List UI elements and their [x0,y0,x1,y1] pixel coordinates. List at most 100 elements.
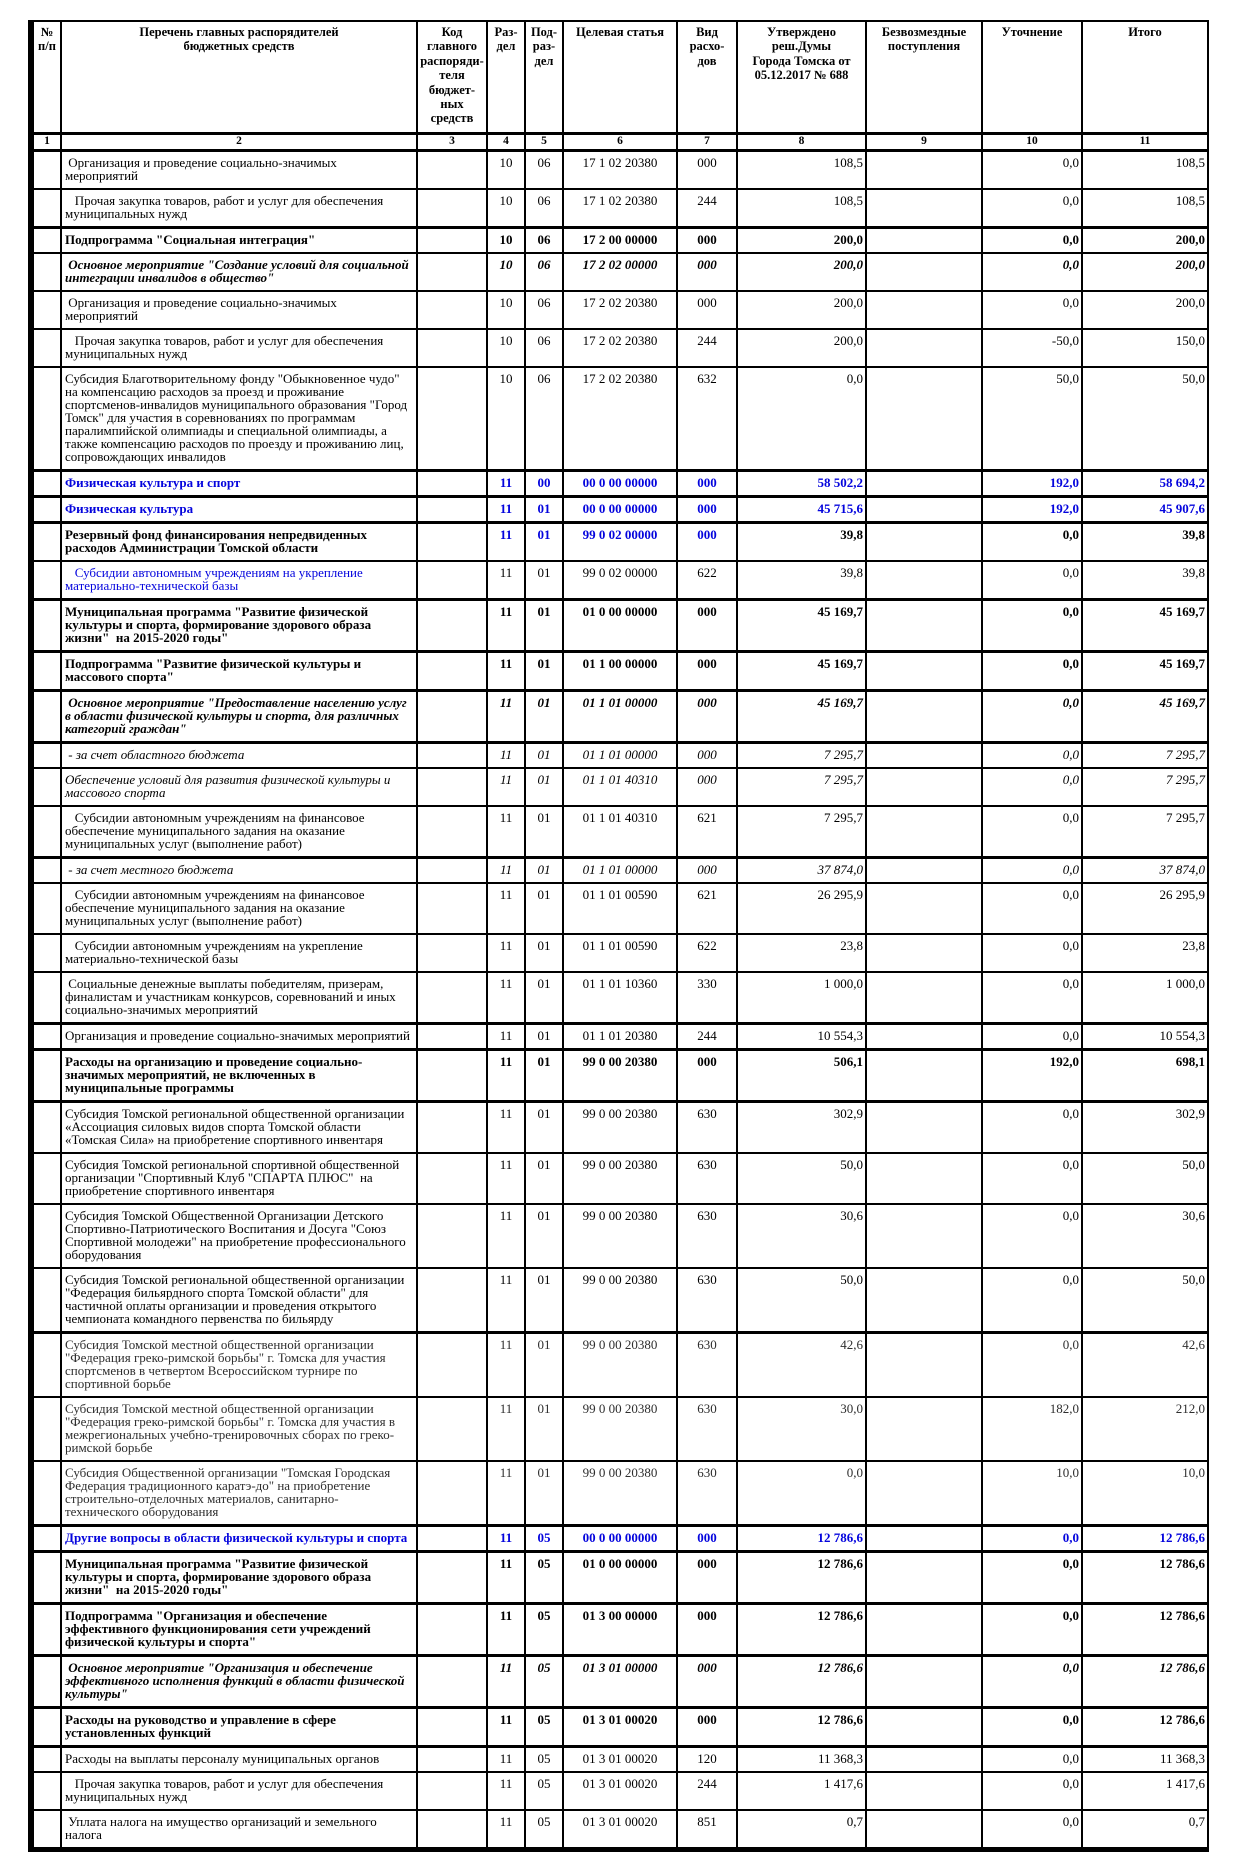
cell-row-num [30,469,62,498]
cell-grbs-code [416,1152,488,1206]
cell-row-num [30,1745,62,1774]
cell-adjustment: 192,0 [981,469,1083,498]
cell-razdel: 11 [486,521,526,563]
cell-approved: 23,8 [736,933,867,974]
cell-approved: 1 000,0 [736,971,867,1025]
column-header: № п/п [30,19,62,135]
table-row: Физическая культура 11 01 00 0 00 00000 000 4… [30,495,1209,524]
cell-razdel: 11 [486,1706,526,1748]
table-row: Субсидия Томской региональной общественн… [30,1267,1209,1334]
table-row: Субсидии автономным учреждениям на укреп… [30,933,1209,974]
column-header: Вид расхо- дов [676,19,738,135]
cell-adjustment: 0,0 [981,1602,1083,1657]
cell-razdel: 11 [486,767,526,808]
cell-razdel: 11 [486,741,526,770]
cell-razdel: 11 [486,689,526,744]
cell-row-num [30,933,62,974]
column-number: 10 [981,132,1083,153]
cell-podrazdel: 05 [524,1745,564,1774]
cell-approved: 506,1 [736,1048,867,1103]
cell-expense-type: 000 [676,689,738,744]
cell-adjustment: 0,0 [981,856,1083,885]
cell-podrazdel: 05 [524,1602,564,1657]
cell-row-num [30,1771,62,1812]
table-row: - за счет местного бюджета 11 01 01 1 01 00… [30,856,1209,885]
cell-expense-type: 244 [676,1022,738,1051]
cell-target-article: 01 3 01 00020 [562,1706,678,1748]
cell-razdel: 11 [486,1602,526,1657]
table-row: Субсидия Томской местной общественной ор… [30,1331,1209,1399]
cell-adjustment: 0,0 [981,1654,1083,1709]
cell-name: Социальные денежные выплаты победителям,… [60,971,418,1025]
cell-name: Уплата налога на имущество организаций и… [60,1809,418,1851]
cell-expense-type: 000 [676,1654,738,1709]
cell-target-article: 99 0 00 20380 [562,1396,678,1463]
cell-row-num [30,226,62,255]
cell-row-num [30,521,62,563]
cell-expense-type: 000 [676,149,738,191]
header-labels-row: № п/п Перечень главных распорядителей бюд… [30,19,1209,135]
cell-row-num [30,1152,62,1206]
cell-target-article: 01 1 01 00000 [562,689,678,744]
cell-adjustment: 0,0 [981,650,1083,692]
cell-total: 12 786,6 [1081,1602,1209,1657]
table-row: Социальные денежные выплаты победителям,… [30,971,1209,1025]
cell-adjustment: 0,0 [981,805,1083,859]
cell-razdel: 11 [486,560,526,601]
cell-row-num [30,598,62,653]
cell-adjustment: 0,0 [981,689,1083,744]
cell-podrazdel: 01 [524,650,564,692]
table-row: Субсидия Общественной организации "Томск… [30,1460,1209,1527]
cell-row-num [30,971,62,1025]
cell-expense-type: 000 [676,521,738,563]
cell-name: Муниципальная программа "Развитие физиче… [60,1550,418,1605]
cell-name: Субсидия Томской региональной общественн… [60,1267,418,1334]
cell-name: Субсидии автономным учреждениям на финан… [60,805,418,859]
cell-name: Другие вопросы в области физической куль… [60,1524,418,1553]
cell-approved: 108,5 [736,149,867,191]
cell-podrazdel: 06 [524,188,564,229]
cell-total: 108,5 [1081,149,1209,191]
cell-name: Субсидия Томской местной общественной ор… [60,1331,418,1399]
column-number: 1 [30,132,62,153]
cell-name: Физическая культура [60,495,418,524]
cell-name: Субсидия Томской Общественной Организаци… [60,1203,418,1270]
cell-podrazdel: 01 [524,1048,564,1103]
cell-gratuitous [865,598,983,653]
cell-adjustment: 0,0 [981,1524,1083,1553]
cell-total: 12 786,6 [1081,1524,1209,1553]
cell-row-num [30,856,62,885]
table-row: Субсидия Томской местной общественной ор… [30,1396,1209,1463]
cell-target-article: 17 2 02 20380 [562,328,678,369]
cell-expense-type: 000 [676,767,738,808]
table-row: Расходы на организацию и проведение соци… [30,1048,1209,1103]
cell-total: 30,6 [1081,1203,1209,1270]
cell-name: Расходы на руководство и управление в сф… [60,1706,418,1748]
cell-total: 698,1 [1081,1048,1209,1103]
cell-name: Основное мероприятие "Предоставление нас… [60,689,418,744]
cell-approved: 12 786,6 [736,1524,867,1553]
cell-gratuitous [865,1654,983,1709]
cell-approved: 108,5 [736,188,867,229]
cell-total: 50,0 [1081,366,1209,472]
cell-adjustment: 192,0 [981,495,1083,524]
cell-gratuitous [865,188,983,229]
cell-razdel: 11 [486,1331,526,1399]
cell-gratuitous [865,226,983,255]
cell-expense-type: 000 [676,1602,738,1657]
column-header: Под- раз- дел [524,19,564,135]
cell-target-article: 01 3 00 00000 [562,1602,678,1657]
cell-row-num [30,366,62,472]
cell-gratuitous [865,933,983,974]
cell-name: Прочая закупка товаров, работ и услуг дл… [60,188,418,229]
cell-grbs-code [416,1048,488,1103]
cell-razdel: 11 [486,1524,526,1553]
cell-approved: 200,0 [736,290,867,331]
cell-total: 200,0 [1081,226,1209,255]
cell-total: 150,0 [1081,328,1209,369]
cell-target-article: 17 2 02 00000 [562,252,678,293]
cell-total: 45 169,7 [1081,598,1209,653]
cell-target-article: 01 3 01 00020 [562,1809,678,1851]
cell-gratuitous [865,560,983,601]
cell-grbs-code [416,882,488,936]
